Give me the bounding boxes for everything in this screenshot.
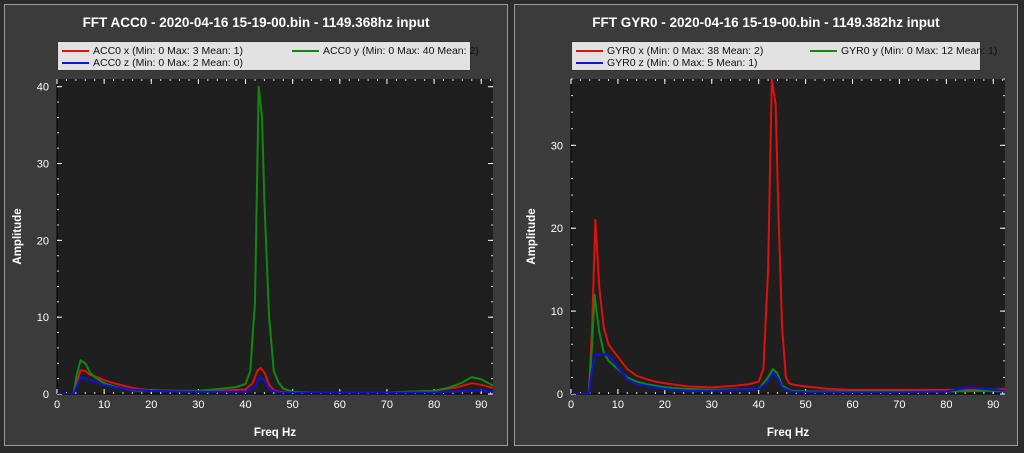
acc0-x-tick-label: 40 xyxy=(239,399,251,411)
gyr0-legend-item-z: GYR0 z (Min: 0 Max: 5 Mean: 1) xyxy=(576,56,758,69)
gyr0-x-tick-label: 70 xyxy=(893,399,905,411)
legend-swatch xyxy=(576,49,603,52)
gyr0-x-tick-label: 90 xyxy=(987,399,999,411)
acc0-legend-item-y: ACC0 y (Min: 0 Max: 40 Mean: 2) xyxy=(292,44,479,57)
gyr0-chart-title: FFT GYR0 - 2020-04-16 15-19-00.bin - 114… xyxy=(592,15,940,30)
acc0-x-tick-label: 20 xyxy=(145,399,157,411)
gyr0-fft-chart: FFT GYR0 - 2020-04-16 15-19-00.bin - 114… xyxy=(526,15,1005,439)
gyr0-y-tick-label: 10 xyxy=(551,306,563,318)
acc0-x-tick-label: 60 xyxy=(334,399,346,411)
acc0-x-tick-label: 30 xyxy=(192,399,204,411)
legend-label: ACC0 z (Min: 0 Max: 2 Mean: 0) xyxy=(93,56,243,69)
legend-swatch xyxy=(292,49,319,52)
gyr0-y-axis-label: Amplitude xyxy=(526,208,538,264)
gyr0-series-line-x xyxy=(571,79,1005,394)
legend-label: GYR0 y (Min: 0 Max: 12 Mean: 1) xyxy=(841,44,998,57)
gyr0-y-tick-label: 0 xyxy=(557,389,563,401)
legend-label: ACC0 x (Min: 0 Max: 3 Mean: 1) xyxy=(93,44,243,57)
gyr0-x-tick-label: 50 xyxy=(799,399,811,411)
gyr0-fft-panel: FFT GYR0 - 2020-04-16 15-19-00.bin - 114… xyxy=(514,4,1018,446)
legend-swatch xyxy=(810,49,837,52)
gyr0-x-tick-label: 20 xyxy=(659,399,671,411)
acc0-x-tick-label: 10 xyxy=(98,399,110,411)
gyr0-plot-area xyxy=(571,79,1005,394)
acc0-y-tick-label: 10 xyxy=(37,312,49,324)
acc0-fft-panel: FFT ACC0 - 2020-04-16 15-19-00.bin - 114… xyxy=(4,4,508,446)
gyr0-y-tick-label: 30 xyxy=(551,140,563,152)
acc0-legend: ACC0 x (Min: 0 Max: 3 Mean: 1) ACC0 y (Mi… xyxy=(57,41,479,71)
acc0-chart-title: FFT ACC0 - 2020-04-16 15-19-00.bin - 114… xyxy=(83,15,430,30)
acc0-y-tick-label: 40 xyxy=(37,82,49,94)
acc0-legend-item-z: ACC0 z (Min: 0 Max: 2 Mean: 0) xyxy=(62,56,243,69)
acc0-x-tick-label: 80 xyxy=(428,399,440,411)
acc0-legend-item-x: ACC0 x (Min: 0 Max: 3 Mean: 1) xyxy=(62,44,243,57)
legend-label: ACC0 y (Min: 0 Max: 40 Mean: 2) xyxy=(323,44,479,57)
gyr0-series-group xyxy=(571,79,1005,394)
acc0-y-tick-label: 20 xyxy=(37,235,49,247)
legend-label: GYR0 x (Min: 0 Max: 38 Mean: 2) xyxy=(607,44,764,57)
gyr0-series-line-z xyxy=(571,353,1005,394)
gyr0-x-tick-label: 0 xyxy=(568,399,574,411)
gyr0-legend: GYR0 x (Min: 0 Max: 38 Mean: 2) GYR0 y (M… xyxy=(571,41,997,71)
acc0-series-group xyxy=(57,85,493,394)
acc0-y-tick-label: 0 xyxy=(43,389,49,401)
gyr0-legend-item-x: GYR0 x (Min: 0 Max: 38 Mean: 2) xyxy=(576,44,763,57)
legend-label: GYR0 z (Min: 0 Max: 5 Mean: 1) xyxy=(607,56,758,69)
legend-swatch xyxy=(576,61,603,64)
gyr0-x-tick-label: 80 xyxy=(940,399,952,411)
acc0-x-axis-label: Freq Hz xyxy=(254,427,296,439)
legend-swatch xyxy=(62,49,89,52)
acc0-plot-area xyxy=(57,79,493,394)
gyr0-x-tick-label: 40 xyxy=(753,399,765,411)
acc0-y-tick-label: 30 xyxy=(37,159,49,171)
gyr0-x-tick-label: 60 xyxy=(846,399,858,411)
gyr0-y-tick-label: 20 xyxy=(551,223,563,235)
gyr0-legend-item-y: GYR0 y (Min: 0 Max: 12 Mean: 1) xyxy=(810,44,997,57)
gyr0-x-axis-label: Freq Hz xyxy=(767,427,809,439)
gyr0-x-tick-label: 30 xyxy=(706,399,718,411)
acc0-fft-chart: FFT ACC0 - 2020-04-16 15-19-00.bin - 114… xyxy=(12,15,493,439)
acc0-series-line-z xyxy=(57,376,493,394)
legend-swatch xyxy=(62,61,89,64)
acc0-x-tick-label: 90 xyxy=(475,399,487,411)
acc0-y-axis-label: Amplitude xyxy=(12,208,24,264)
acc0-x-tick-label: 0 xyxy=(54,399,60,411)
gyr0-x-tick-label: 10 xyxy=(612,399,624,411)
acc0-x-tick-label: 70 xyxy=(381,399,393,411)
acc0-x-tick-label: 50 xyxy=(287,399,299,411)
